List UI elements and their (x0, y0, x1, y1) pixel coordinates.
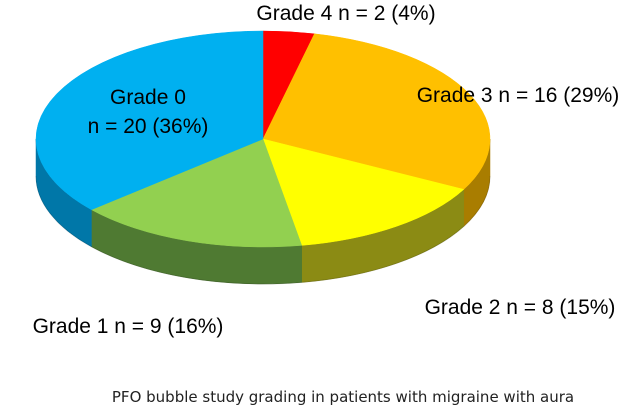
slice-label-0: Grade 4 n = 2 (4%) (256, 2, 435, 25)
slice-label-3: Grade 1 n = 9 (16%) (33, 315, 224, 338)
pie-slice-1 (262, 33, 491, 190)
pie-slice-2 (262, 138, 465, 246)
pie-sides (35, 138, 491, 285)
pie-slice-4 (35, 30, 264, 211)
slice-label-2: Grade 2 n = 8 (15%) (425, 296, 616, 319)
pie-tops (35, 30, 491, 248)
chart-caption: PFO bubble study grading in patients wit… (112, 388, 574, 406)
slice-label-4: Grade 0 (110, 86, 186, 109)
pie-labels: Grade 4 n = 2 (4%) Grade 3 n = 16 (29%) Gr… (33, 2, 620, 338)
pie-slice-3 (90, 138, 303, 248)
slice-label-1: Grade 3 n = 16 (29%) (417, 84, 620, 107)
pie-rim (35, 175, 491, 285)
slice-label-4-line2: n = 20 (36%) (88, 115, 209, 138)
